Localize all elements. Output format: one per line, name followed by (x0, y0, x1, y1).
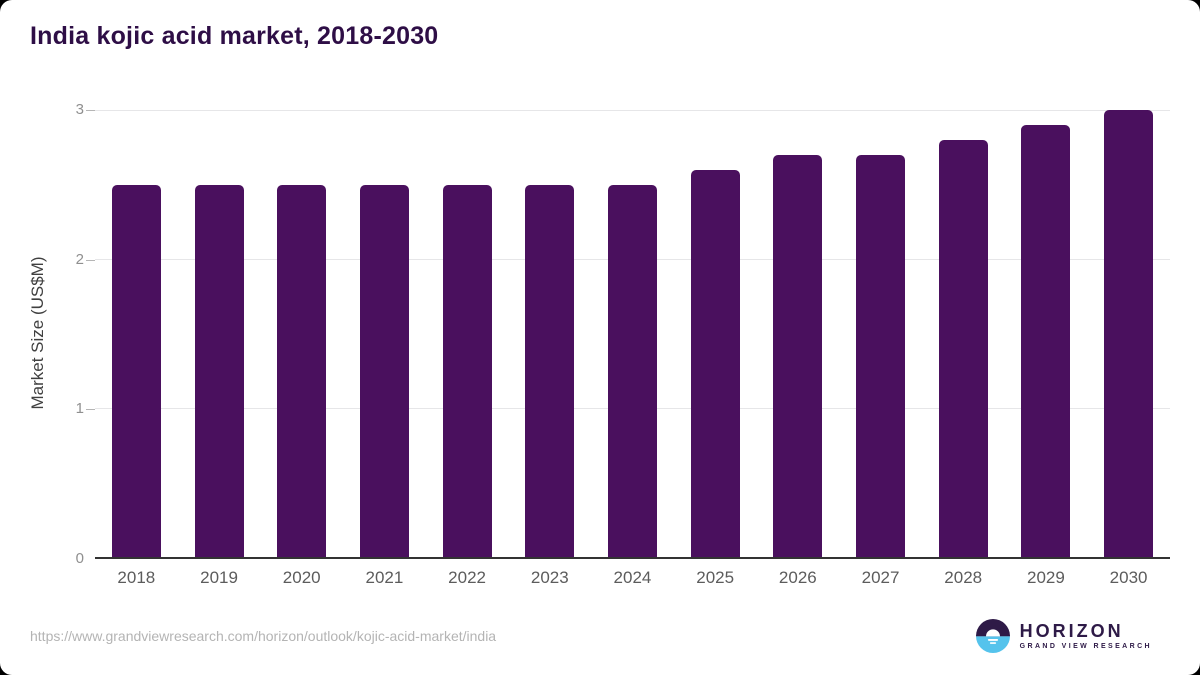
x-tick-label-2022: 2022 (448, 568, 486, 587)
x-tick-label-2020: 2020 (282, 568, 321, 587)
y-tick-mark-3 (86, 110, 95, 111)
bar-slot-2030 (1087, 110, 1170, 557)
bar-slot-2026 (757, 110, 840, 557)
plot-area (95, 110, 1170, 559)
bar-2029 (1021, 124, 1071, 557)
bar-slot-2023 (508, 110, 591, 557)
x-tick-label-2029: 2029 (1026, 568, 1065, 587)
y-tick-label-2: 2 (75, 250, 84, 268)
y-tick-mark-1 (86, 409, 95, 411)
bar-slot-2024 (591, 110, 674, 557)
bar-2019 (194, 184, 244, 557)
bars (95, 110, 1170, 557)
bar-2027 (856, 154, 906, 557)
bar-slot-2025 (674, 110, 757, 557)
x-tick-label-2026: 2026 (778, 568, 817, 587)
y-axis-tick-labels: 0 1 2 3 (0, 101, 84, 567)
bar-slot-2018 (95, 110, 178, 557)
y-axis-tick-marks (86, 110, 95, 559)
logo-brand: HORIZON (1019, 621, 1124, 641)
bar-slot-2019 (178, 110, 261, 557)
x-tick-label-2019: 2019 (200, 568, 238, 587)
x-tick-label-2028: 2028 (944, 568, 983, 587)
bar-slot-2028 (922, 110, 1005, 557)
bar-slot-2022 (426, 110, 509, 557)
horizon-logo: HORIZON GRAND VIEW RESEARCH (975, 619, 1152, 653)
chart-title: India kojic acid market, 2018-2030 (30, 22, 439, 50)
bar-2026 (773, 154, 823, 557)
logo-text: HORIZON GRAND VIEW RESEARCH (1020, 622, 1152, 650)
bar-slot-2027 (839, 110, 922, 557)
bar-2021 (359, 184, 409, 557)
x-tick-label-2030: 2030 (1109, 568, 1148, 587)
x-axis-tick-labels: 2018 2019 2020 2021 2022 2023 2024 2025 2026 2027… (95, 568, 1170, 588)
y-tick-label-3: 3 (75, 101, 84, 118)
bar-2025 (690, 169, 740, 557)
gridline-3 (95, 110, 1170, 111)
logo-tagline: GRAND VIEW RESEARCH (1019, 643, 1152, 650)
x-tick-label-2027: 2027 (861, 568, 900, 587)
bar-2020 (277, 184, 327, 557)
bar-slot-2021 (343, 110, 426, 557)
bar-slot-2029 (1005, 110, 1088, 557)
bar-2023 (525, 184, 575, 557)
bar-2028 (938, 139, 988, 557)
x-tick-label-2023: 2023 (530, 568, 569, 587)
y-tick-mark-2 (86, 259, 95, 261)
x-tick-label-2024: 2024 (613, 568, 652, 587)
bar-2018 (111, 184, 161, 557)
x-tick-label-2018: 2018 (117, 568, 156, 587)
bar-slot-2020 (260, 110, 343, 557)
x-tick-label-2021: 2021 (365, 568, 404, 587)
x-tick-label-2025: 2025 (696, 568, 735, 587)
y-tick-label-0: 0 (75, 550, 84, 567)
y-tick-label-1: 1 (75, 400, 84, 418)
horizon-sun-icon (975, 619, 1010, 653)
bar-2030 (1104, 110, 1154, 557)
bar-2022 (442, 184, 492, 557)
bar-2024 (607, 184, 657, 557)
source-url: https://www.grandviewresearch.com/horizo… (30, 628, 497, 644)
